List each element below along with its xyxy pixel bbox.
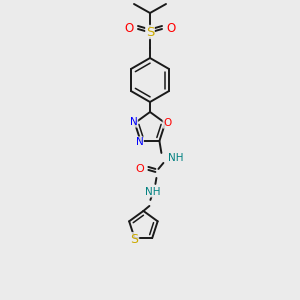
Text: NH: NH [145, 187, 160, 197]
Text: NH: NH [168, 153, 184, 163]
Text: N: N [130, 117, 138, 127]
Text: O: O [167, 22, 176, 34]
Text: N: N [136, 137, 143, 147]
Text: O: O [135, 164, 144, 174]
Text: S: S [130, 232, 139, 246]
Text: O: O [124, 22, 134, 34]
Text: S: S [146, 26, 154, 38]
Text: O: O [163, 118, 171, 128]
